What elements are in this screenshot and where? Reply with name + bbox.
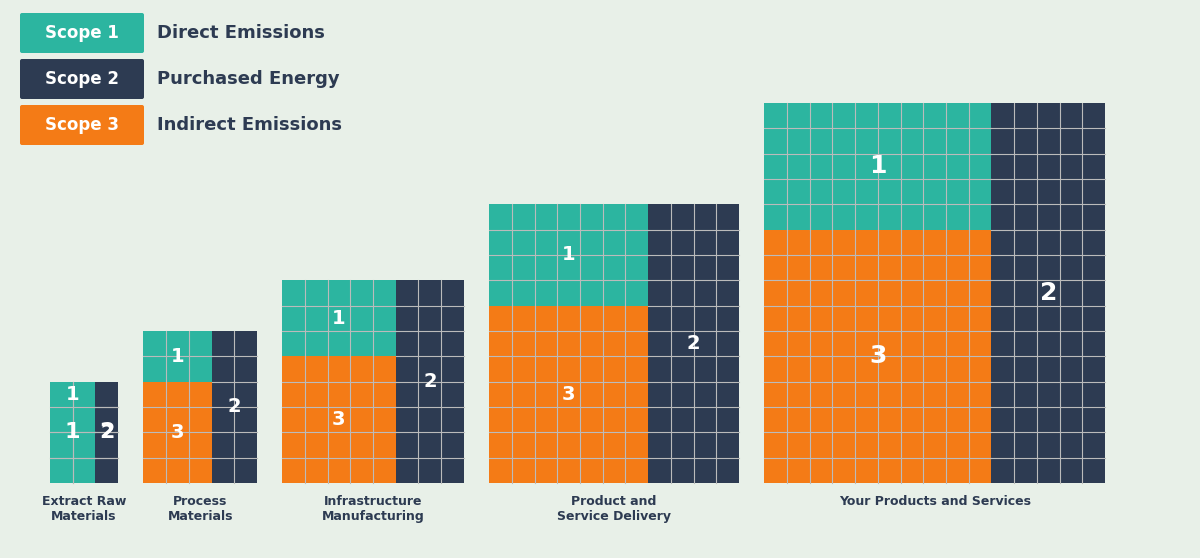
Text: 1: 1 bbox=[562, 246, 576, 264]
Text: 2: 2 bbox=[100, 423, 114, 442]
Text: 3: 3 bbox=[562, 385, 575, 404]
Bar bbox=[490, 306, 648, 483]
Text: Scope 2: Scope 2 bbox=[46, 70, 119, 88]
Text: Product and
Service Delivery: Product and Service Delivery bbox=[557, 495, 671, 523]
Text: Your Products and Services: Your Products and Services bbox=[839, 495, 1031, 508]
Text: 1: 1 bbox=[170, 347, 185, 366]
Bar bbox=[211, 331, 257, 483]
Text: Extract Raw
Materials: Extract Raw Materials bbox=[42, 495, 126, 523]
Text: 2: 2 bbox=[100, 422, 114, 442]
Bar bbox=[648, 204, 739, 483]
Text: Purchased Energy: Purchased Energy bbox=[157, 70, 340, 88]
Bar bbox=[96, 382, 118, 483]
Bar bbox=[50, 382, 96, 407]
Text: 1: 1 bbox=[332, 309, 346, 328]
Bar bbox=[50, 382, 96, 483]
Bar bbox=[50, 407, 96, 483]
Text: 3: 3 bbox=[170, 423, 184, 442]
FancyBboxPatch shape bbox=[20, 59, 144, 99]
Text: 3: 3 bbox=[869, 344, 887, 368]
FancyBboxPatch shape bbox=[20, 105, 144, 145]
Text: 3: 3 bbox=[332, 410, 346, 429]
Text: 2: 2 bbox=[424, 372, 437, 391]
Text: 2: 2 bbox=[686, 334, 701, 353]
Text: 1: 1 bbox=[66, 385, 79, 404]
Bar bbox=[764, 103, 991, 230]
Bar bbox=[490, 204, 648, 306]
Bar bbox=[764, 230, 991, 483]
Text: Infrastructure
Manufacturing: Infrastructure Manufacturing bbox=[322, 495, 425, 523]
Text: 1: 1 bbox=[65, 422, 80, 442]
Text: 1: 1 bbox=[869, 155, 887, 179]
Bar bbox=[282, 357, 396, 483]
Bar bbox=[143, 331, 211, 382]
FancyBboxPatch shape bbox=[20, 13, 144, 53]
Text: Process
Materials: Process Materials bbox=[167, 495, 233, 523]
Bar bbox=[282, 280, 396, 357]
Text: Direct Emissions: Direct Emissions bbox=[157, 24, 325, 42]
Text: Indirect Emissions: Indirect Emissions bbox=[157, 116, 342, 134]
Bar bbox=[96, 382, 118, 483]
Text: 2: 2 bbox=[228, 397, 241, 416]
Text: Scope 3: Scope 3 bbox=[46, 116, 119, 134]
Text: 2: 2 bbox=[1039, 281, 1057, 305]
Bar bbox=[991, 103, 1105, 483]
Text: Scope 1: Scope 1 bbox=[46, 24, 119, 42]
Bar bbox=[143, 382, 211, 483]
Bar bbox=[396, 280, 464, 483]
